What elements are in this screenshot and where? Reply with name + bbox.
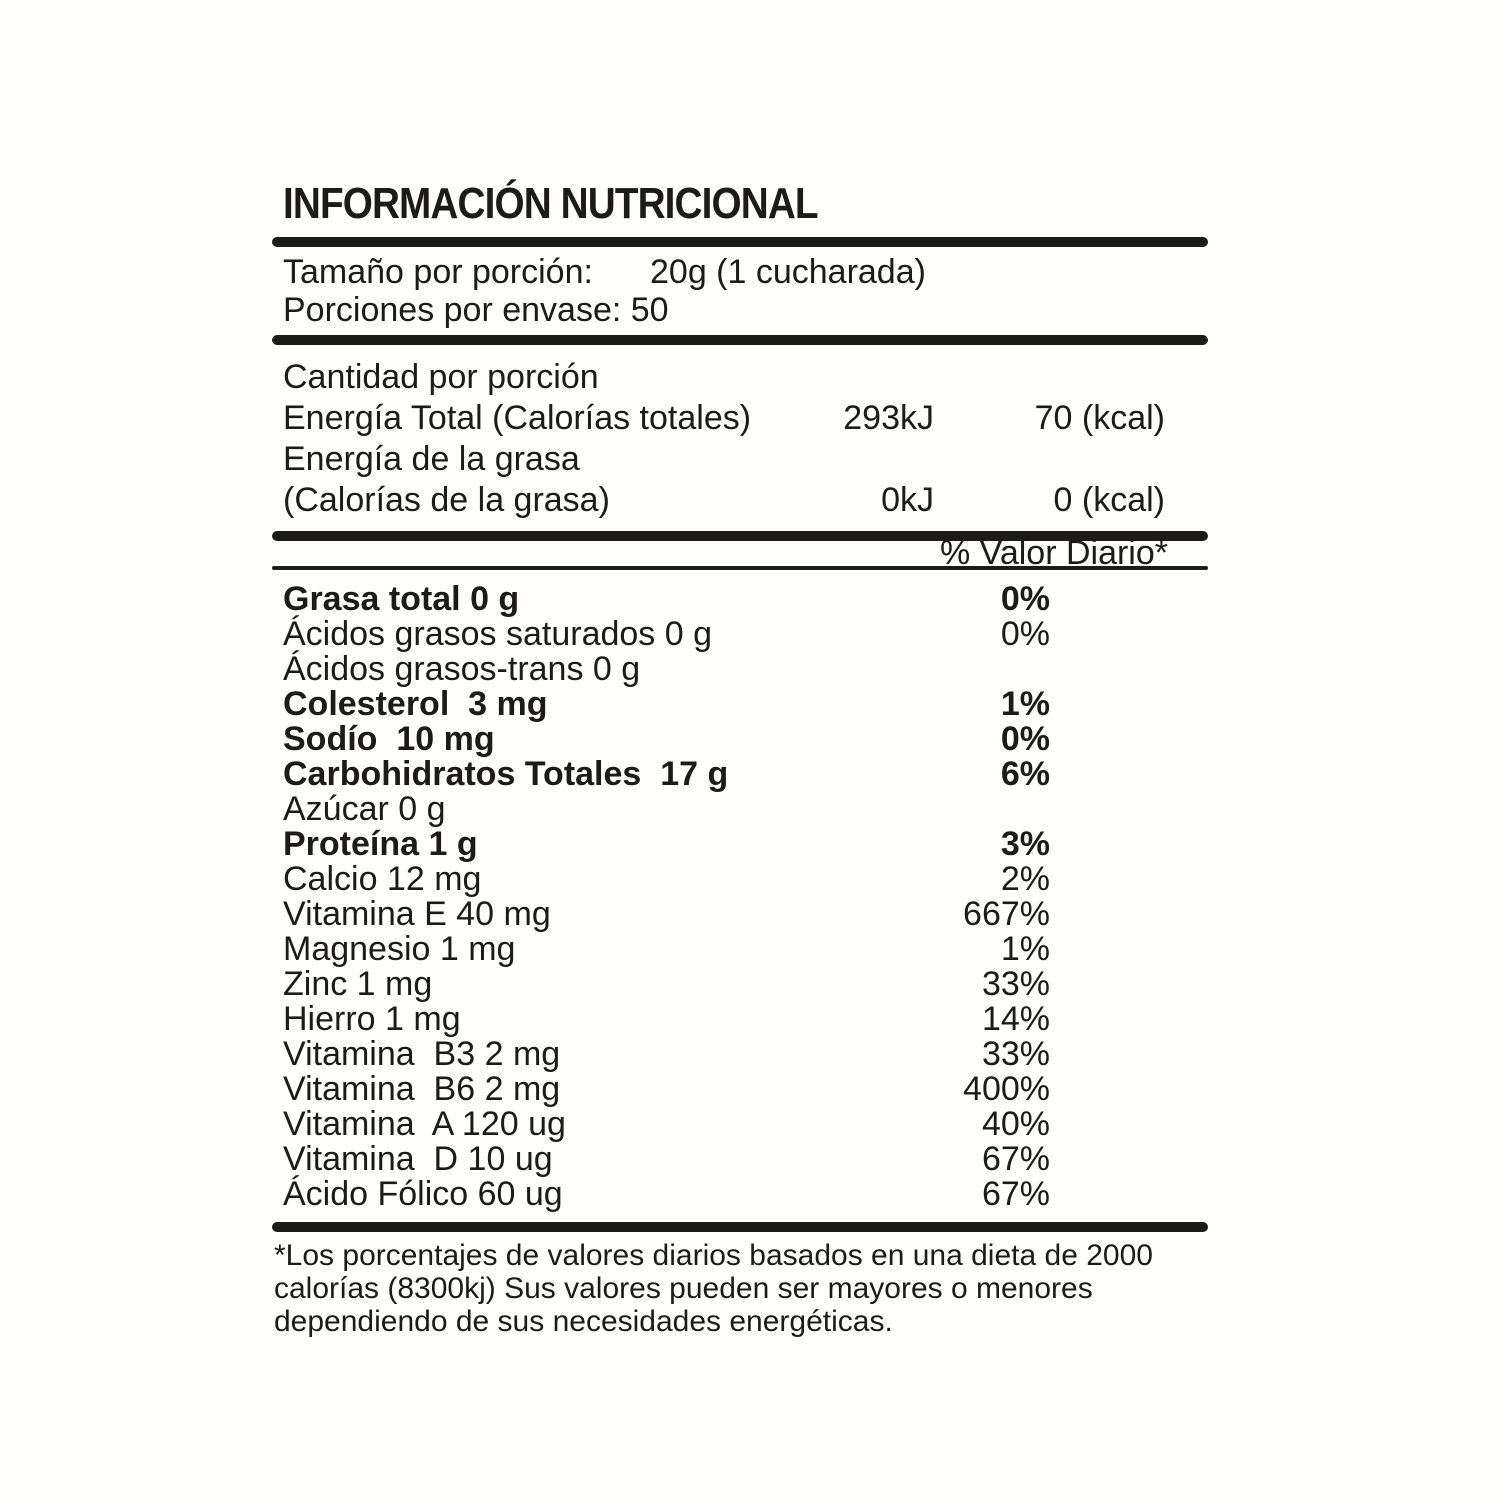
nutrient-dv: 67% [981,1140,1050,1178]
nutrient-dv: 667% [963,895,1050,933]
nutrient-label: Grasa total 0 g [283,580,520,618]
energy-fat-kj: 0kJ [881,481,934,519]
nutrient-dv: 33% [981,1035,1050,1073]
nutrient-label: Ácidos grasos saturados 0 g [283,615,713,653]
energy-section: Cantidad por porción Energía Total (Calo… [272,345,1208,531]
footnote-line: calorías (8300kj) Sus valores pueden ser… [274,1272,1093,1305]
serving-size-label: Tamaño por porción: [283,253,593,291]
nutrient-label: Vitamina D 10 ug [283,1140,553,1178]
table-row: Hierro 1 mg 14% [283,1002,1050,1037]
nutrient-dv: 0% [1000,580,1050,618]
divider-bottom [272,1222,1208,1232]
table-row: Sodío 10 mg 0% [283,722,1050,757]
nutrient-dv: 67% [981,1175,1050,1213]
table-row: Zinc 1 mg 33% [283,967,1050,1002]
nutrient-dv: 0% [1000,720,1050,758]
nutrient-dv: 14% [981,1000,1050,1038]
divider-energy [272,531,1208,541]
table-row: Vitamina D 10 ug 67% [283,1142,1050,1177]
table-row: Ácidos grasos saturados 0 g 0% [283,617,1050,652]
energy-fat-label-line2: (Calorías de la grasa) [283,481,610,519]
label-title: INFORMACIÓN NUTRICIONAL [283,179,819,228]
nutrient-label: Ácidos grasos-trans 0 g [283,650,641,688]
nutrient-dv: 33% [981,965,1050,1003]
energy-total-kj: 293kJ [843,399,934,437]
nutrient-table: Grasa total 0 g 0% Ácidos grasos saturado… [272,570,1208,1222]
nutrient-label: Vitamina B6 2 mg [283,1070,561,1108]
energy-fat-label-line1: Energía de la grasa [283,440,580,478]
nutrient-label: Vitamina A 120 ug [283,1105,566,1143]
nutrient-dv: 6% [1000,755,1050,793]
table-row: Vitamina A 120 ug 40% [283,1107,1050,1142]
footnote: *Los porcentajes de valores diarios basa… [272,1232,1208,1338]
daily-value-header: % Valor Diario* [939,534,1168,572]
amount-per-serving-heading: Cantidad por porción [283,358,599,396]
energy-total-label: Energía Total (Calorías totales) [283,399,752,437]
table-row: Colesterol 3 mg 1% [283,687,1050,722]
table-row: Magnesio 1 mg 1% [283,932,1050,967]
energy-total-row: Energía Total (Calorías totales) 293kJ 7… [283,398,1165,439]
nutrient-label: Vitamina E 40 mg [283,895,551,933]
nutrient-dv: 1% [1000,685,1050,723]
table-row: Carbohidratos Totales 17 g 6% [283,757,1050,792]
table-row: Vitamina B3 2 mg 33% [283,1037,1050,1072]
divider-serving [272,335,1208,345]
serving-size-value: 20g (1 cucharada) [650,253,926,291]
nutrient-label: Proteína 1 g [283,825,478,863]
table-row: Vitamina B6 2 mg 400% [283,1072,1050,1107]
table-row: Grasa total 0 g 0% [283,582,1050,617]
table-row: Calcio 12 mg 2% [283,862,1050,897]
table-row: Ácidos grasos-trans 0 g [283,652,1050,687]
nutrient-dv: 2% [1000,860,1050,898]
energy-fat-kcal: 0 (kcal) [1053,481,1165,519]
energy-fat-row: (Calorías de la grasa) 0kJ 0 (kcal) [283,480,1165,521]
nutrient-label: Magnesio 1 mg [283,930,516,968]
divider-daily-value [272,566,1208,570]
nutrient-label: Carbohidratos Totales 17 g [283,755,729,793]
nutrient-dv: 0% [1000,615,1050,653]
nutrient-dv: 40% [981,1105,1050,1143]
nutrient-dv: 400% [963,1070,1050,1108]
footnote-line: dependiendo de sus necesidades energétic… [274,1305,893,1338]
energy-total-kcal: 70 (kcal) [1034,399,1165,437]
table-row: Vitamina E 40 mg 667% [283,897,1050,932]
table-row: Proteína 1 g 3% [283,827,1050,862]
nutrient-dv: 3% [1000,825,1050,863]
nutrient-label: Hierro 1 mg [283,1000,461,1038]
nutrient-label: Colesterol 3 mg [283,685,548,723]
table-row: Ácido Fólico 60 ug 67% [283,1177,1050,1212]
nutrient-label: Sodío 10 mg [283,720,495,758]
nutrient-label: Zinc 1 mg [283,965,433,1003]
nutrient-dv: 1% [1000,930,1050,968]
nutrient-label: Ácido Fólico 60 ug [283,1175,563,1213]
table-row: Azúcar 0 g [283,792,1050,827]
nutrient-label: Calcio 12 mg [283,860,482,898]
divider-top [272,237,1208,247]
servings-per-container: Porciones por envase: 50 [283,291,669,329]
serving-size-row: Tamaño por porción: 20g (1 cucharada) [283,253,1208,291]
nutrition-label: INFORMACIÓN NUTRICIONAL Tamaño por porci… [272,0,1208,1338]
serving-section: Tamaño por porción: 20g (1 cucharada) Po… [272,247,1208,335]
footnote-line: *Los porcentajes de valores diarios basa… [274,1239,1153,1272]
nutrient-label: Azúcar 0 g [283,790,446,828]
nutrient-label: Vitamina B3 2 mg [283,1035,561,1073]
